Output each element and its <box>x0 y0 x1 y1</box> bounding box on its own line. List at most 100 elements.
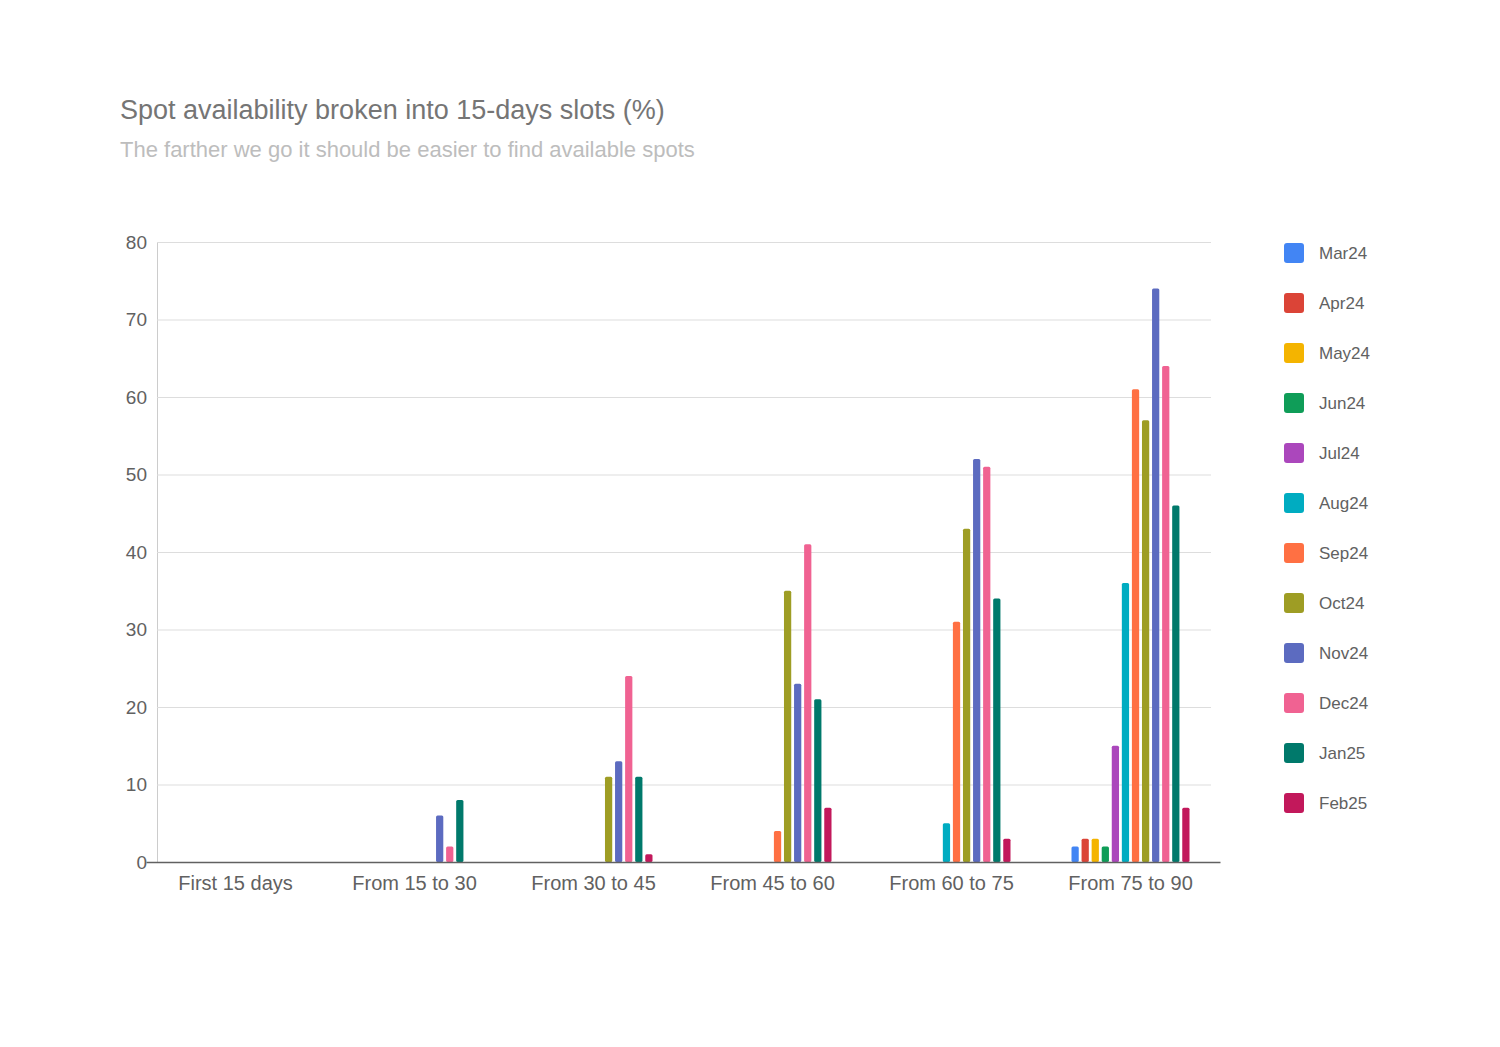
x-tick: From 60 to 75 <box>889 862 1014 894</box>
legend-label: Jul24 <box>1319 444 1360 463</box>
x-tick-label: From 30 to 45 <box>531 872 656 894</box>
y-tick-label: 40 <box>126 542 147 563</box>
bar <box>1152 289 1159 863</box>
series-bars <box>1112 746 1119 862</box>
legend-swatch <box>1284 693 1304 713</box>
series-bars <box>605 420 1149 862</box>
bar <box>993 599 1000 863</box>
bar <box>983 467 990 862</box>
bar <box>1112 746 1119 862</box>
legend-swatch <box>1284 793 1304 813</box>
legend-swatch <box>1284 543 1304 563</box>
y-tick-label: 20 <box>126 697 147 718</box>
bar <box>1182 808 1189 862</box>
grid-line <box>157 242 1211 243</box>
legend-label: Dec24 <box>1319 694 1368 713</box>
x-tick-label: From 60 to 75 <box>889 872 1014 894</box>
y-tick: 50 <box>126 464 1211 485</box>
legend-label: Sep24 <box>1319 544 1368 563</box>
bar <box>1092 839 1099 862</box>
bar <box>953 622 960 862</box>
x-tick-label: From 45 to 60 <box>710 872 835 894</box>
series-bars <box>943 583 1129 862</box>
x-tick-label: First 15 days <box>178 872 292 894</box>
bar <box>436 816 443 863</box>
legend-swatch <box>1284 293 1304 313</box>
legend-swatch <box>1284 743 1304 763</box>
y-tick: 70 <box>126 309 1211 330</box>
legend-label: Feb25 <box>1319 794 1367 813</box>
bar <box>804 544 811 862</box>
legend-swatch <box>1284 643 1304 663</box>
bar <box>625 676 632 862</box>
series-bars <box>1082 839 1089 862</box>
grid-line <box>157 552 1211 553</box>
y-tick-label: 80 <box>126 232 147 253</box>
subtitle: The farther we go it should be easier to… <box>120 137 695 162</box>
legend-swatch <box>1284 593 1304 613</box>
y-tick: 80 <box>126 232 1211 253</box>
legend-label: Apr24 <box>1319 294 1364 313</box>
bar <box>1172 506 1179 863</box>
bar <box>645 854 652 862</box>
bar <box>824 808 831 862</box>
bar <box>1072 847 1079 863</box>
grid-line <box>157 785 1211 786</box>
y-tick: 30 <box>126 619 1211 640</box>
legend-swatch <box>1284 393 1304 413</box>
x-tick-label: From 75 to 90 <box>1068 872 1193 894</box>
bar <box>784 591 791 862</box>
bar <box>456 800 463 862</box>
grid-line <box>157 320 1211 321</box>
bar <box>1122 583 1129 862</box>
bar <box>1132 389 1139 862</box>
bars <box>436 289 1189 863</box>
x-tick: First 15 days <box>178 862 292 894</box>
bar <box>1003 839 1010 862</box>
grid-line <box>157 475 1211 476</box>
grid-line <box>157 707 1211 708</box>
y-axis: 0 10 20 30 40 50 60 70 80 <box>126 232 1211 873</box>
series-bars <box>1072 847 1079 863</box>
x-tick: From 45 to 60 <box>710 862 835 894</box>
y-tick: 60 <box>126 387 1211 408</box>
legend-label: May24 <box>1319 344 1370 363</box>
bar <box>605 777 612 862</box>
grid-line <box>157 630 1211 631</box>
series-bars <box>645 808 1189 862</box>
legend-swatch <box>1284 493 1304 513</box>
bar <box>814 699 821 862</box>
y-tick-label: 30 <box>126 619 147 640</box>
legend-swatch <box>1284 243 1304 263</box>
series-bars <box>1102 847 1109 863</box>
bar <box>1082 839 1089 862</box>
y-tick-label: 70 <box>126 309 147 330</box>
legend-swatch <box>1284 443 1304 463</box>
series-bars <box>1092 839 1099 862</box>
x-axis-line <box>147 862 1221 863</box>
y-tick-label: 0 <box>136 852 147 873</box>
x-tick-label: From 15 to 30 <box>352 872 477 894</box>
bar <box>446 847 453 863</box>
bar <box>635 777 642 862</box>
x-tick: From 15 to 30 <box>352 862 477 894</box>
y-tick: 10 <box>126 774 1211 795</box>
bar <box>973 459 980 862</box>
grid-line <box>157 397 1211 398</box>
legend-label: Jan25 <box>1319 744 1365 763</box>
x-tick: From 30 to 45 <box>531 862 656 894</box>
bar <box>774 831 781 862</box>
bar <box>615 761 622 862</box>
series-bars <box>446 366 1169 862</box>
legend-label: Jun24 <box>1319 394 1365 413</box>
bar <box>1162 366 1169 862</box>
legend-label: Nov24 <box>1319 644 1368 663</box>
series-bars <box>774 389 1139 862</box>
legend-label: Oct24 <box>1319 594 1364 613</box>
legend-label: Aug24 <box>1319 494 1368 513</box>
chart: Spot availability broken into 15-days sl… <box>0 0 1500 1047</box>
y-tick-label: 50 <box>126 464 147 485</box>
bar <box>1142 420 1149 862</box>
series-bars <box>456 506 1179 863</box>
legend-label: Mar24 <box>1319 244 1367 263</box>
